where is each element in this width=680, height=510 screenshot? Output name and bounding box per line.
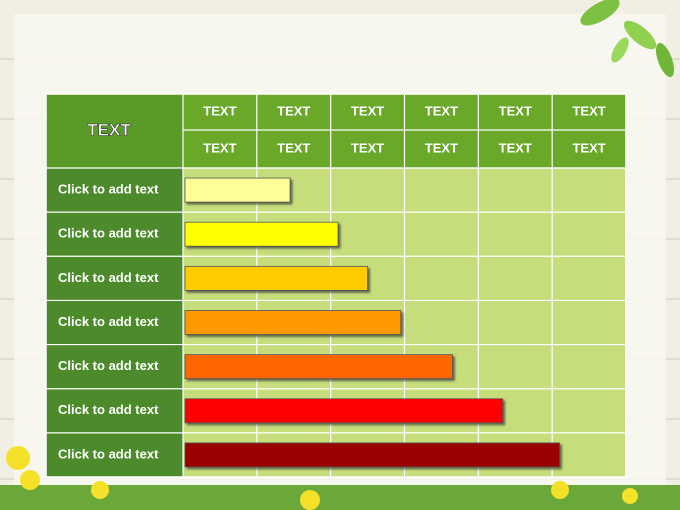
corner-bg [46, 94, 183, 168]
corner-header: TEXT [87, 120, 131, 139]
column-header: TEXT [277, 140, 310, 155]
table-border [45, 93, 627, 478]
row-label: Click to add text [58, 270, 159, 285]
cell [552, 212, 626, 257]
cell [404, 168, 479, 213]
cell [330, 212, 405, 257]
column-header: TEXT [351, 140, 384, 155]
row-label: Click to add text [58, 226, 159, 241]
bar [184, 398, 504, 424]
cell [478, 344, 553, 389]
column-header: TEXT [572, 103, 605, 118]
cell [404, 300, 479, 345]
cell [552, 300, 626, 345]
column-header: TEXT [277, 103, 310, 118]
column-header: TEXT [351, 103, 384, 118]
leaves [580, 0, 675, 78]
bar [184, 221, 339, 247]
row-label: Click to add text [58, 446, 159, 461]
row-label-bg [46, 212, 183, 257]
cell [478, 256, 553, 301]
grass [0, 446, 680, 510]
column-header: TEXT [425, 103, 458, 118]
table: TEXT TEXT TEXT TEXT TEXT TEXT TEXT TEXT TEXT TEXT… [45, 93, 627, 478]
cell [478, 212, 553, 257]
bar [184, 310, 402, 335]
bar [184, 442, 560, 468]
row-label-bg [46, 168, 183, 213]
cell [478, 168, 553, 213]
row-label: Click to add text [58, 402, 159, 417]
cell [478, 300, 553, 345]
column-header: TEXT [203, 140, 236, 155]
column-header: TEXT [499, 103, 532, 118]
column-header: TEXT [203, 103, 236, 118]
column-header: TEXT [499, 140, 532, 155]
row-label-bg [46, 256, 183, 301]
cell [404, 256, 479, 301]
bar [184, 265, 368, 291]
cell [552, 168, 626, 213]
cell [552, 432, 626, 477]
row-label: Click to add text [58, 314, 159, 329]
bar [184, 177, 291, 203]
column-header: TEXT [425, 140, 458, 155]
row-label-bg [46, 300, 183, 345]
row-label: Click to add text [58, 182, 159, 197]
row-label: Click to add text [58, 358, 159, 373]
cell [552, 256, 626, 301]
row-label-bg [46, 432, 183, 477]
cell [330, 168, 405, 213]
row-label-bg [46, 344, 183, 389]
cell [552, 388, 626, 433]
bar [184, 354, 453, 380]
cell [404, 212, 479, 257]
row-label-bg [46, 388, 183, 433]
cell [552, 344, 626, 389]
column-header: TEXT [572, 140, 605, 155]
